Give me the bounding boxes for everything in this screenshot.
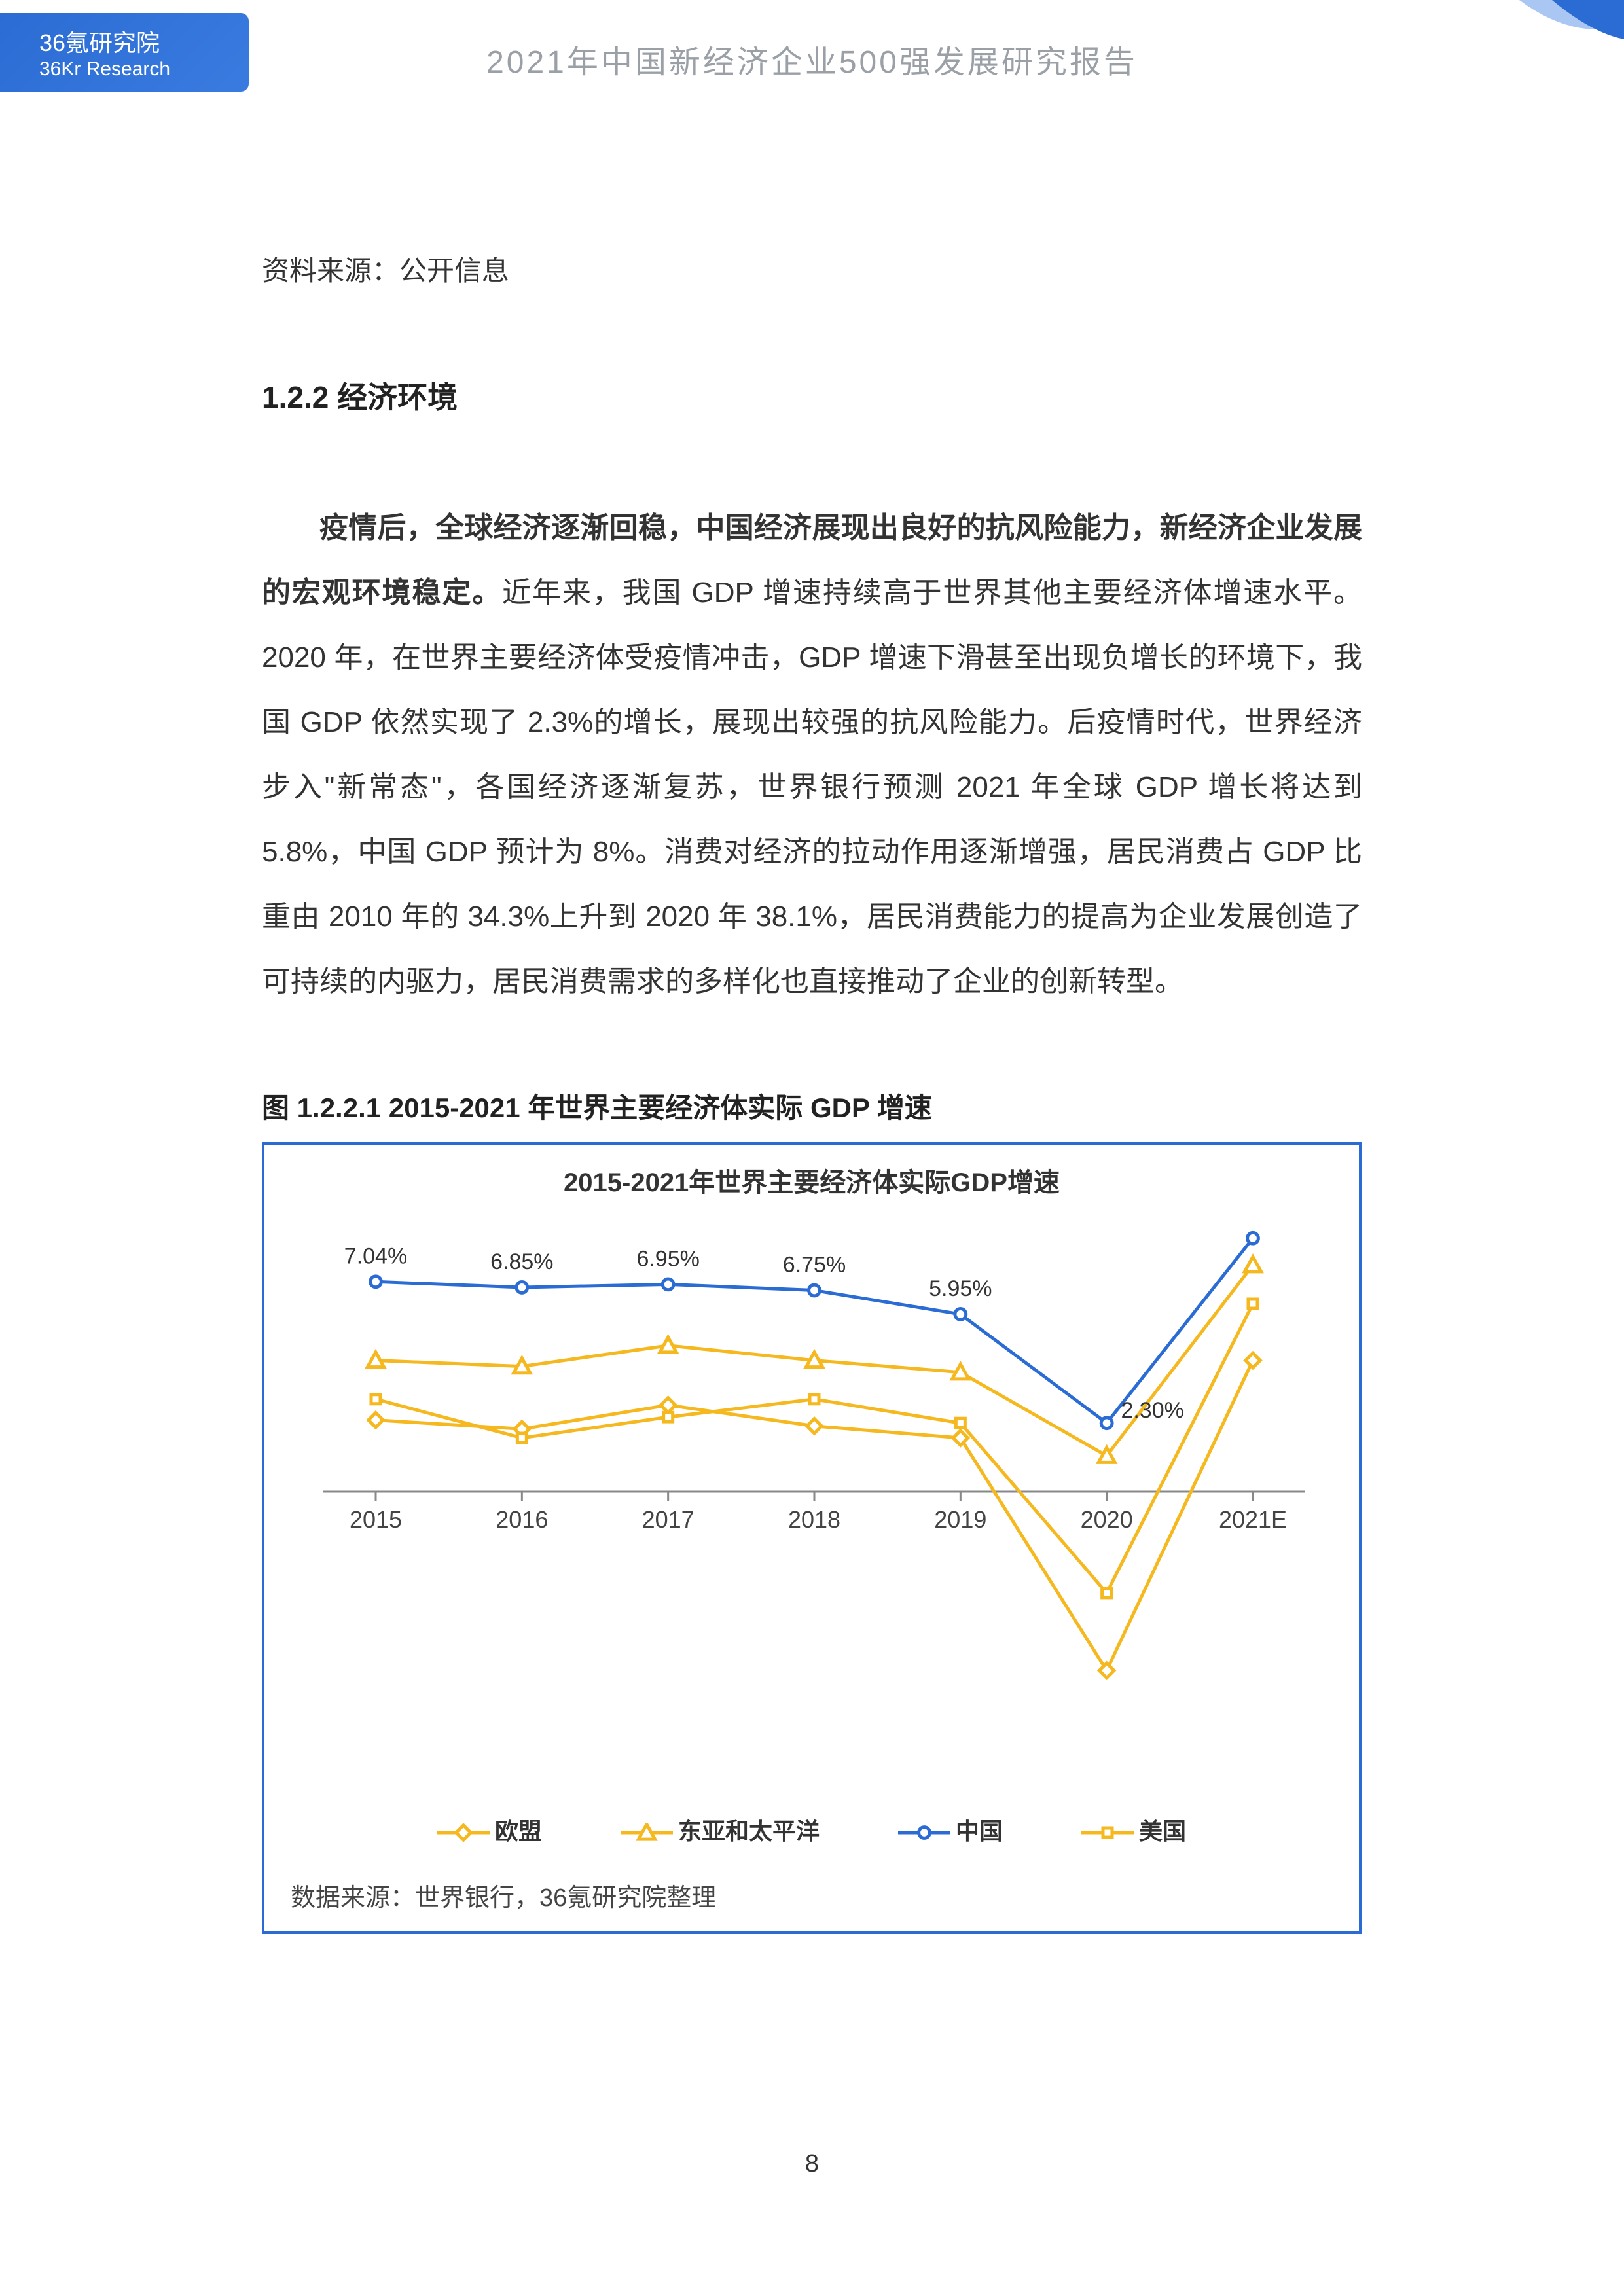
gdp-chart: 2015-2021年世界主要经济体实际GDP增速 201520162017201…	[262, 1142, 1362, 1934]
marker-us	[517, 1433, 526, 1443]
x-axis-label: 2020	[1081, 1506, 1133, 1533]
brand-en: 36Kr Research	[39, 58, 229, 81]
legend-row: 欧盟 东亚和太平洋 中国 美国	[264, 1812, 1359, 1846]
legend-item-eap: 东亚和太平洋	[621, 1812, 820, 1846]
plot-area: 2015 2016 2017 2018 2019 2020 2021E 7.04% 6.85% 6…	[323, 1223, 1305, 1760]
legend-item-us: 美国	[1081, 1812, 1186, 1846]
legend-label: 美国	[1139, 1812, 1186, 1846]
x-axis-label: 2018	[788, 1506, 840, 1533]
x-axis-label: 2017	[642, 1506, 695, 1533]
marker-china	[370, 1276, 382, 1287]
body-paragraph: 疫情后，全球经济逐渐回稳，中国经济展现出良好的抗风险能力，新经济企业发展的宏观环…	[262, 495, 1362, 1014]
content-area: 资料来源：公开信息 1.2.2 经济环境 疫情后，全球经济逐渐回稳，中国经济展现…	[0, 118, 1624, 1934]
marker-us	[371, 1395, 380, 1404]
marker-china	[1248, 1232, 1259, 1244]
data-label-china: 6.95%	[636, 1246, 699, 1271]
marker-us	[1248, 1299, 1257, 1308]
page-number: 8	[805, 2150, 819, 2178]
marker-china	[662, 1279, 674, 1290]
marker-eap	[367, 1352, 384, 1367]
body-rest: 近年来，我国 GDP 增速持续高于世界其他主要经济体增速水平。2020 年，在世…	[262, 577, 1362, 997]
section-heading: 1.2.2 经济环境	[262, 374, 1362, 417]
marker-china	[955, 1309, 966, 1320]
source-line: 资料来源：公开信息	[262, 249, 1362, 289]
x-axis-label: 2021E	[1219, 1506, 1287, 1533]
legend-label: 东亚和太平洋	[678, 1812, 820, 1846]
chart-title: 2015-2021年世界主要经济体实际GDP增速	[564, 1161, 1060, 1199]
legend-label: 欧盟	[495, 1812, 542, 1846]
brand-badge: 36氪研究院 36Kr Research	[0, 13, 249, 92]
data-label-china: 5.95%	[929, 1276, 992, 1301]
page-title: 2021年中国新经济企业500强发展研究报告	[486, 36, 1138, 82]
data-label-china: 7.04%	[344, 1244, 407, 1268]
marker-us	[810, 1395, 819, 1404]
marker-china	[516, 1282, 528, 1293]
x-axis-label: 2016	[496, 1506, 548, 1533]
data-label-china: 6.75%	[783, 1253, 846, 1278]
marker-china	[1101, 1418, 1112, 1429]
marker-eu	[369, 1412, 383, 1427]
legend-item-china: 中国	[898, 1812, 1003, 1846]
legend-label: 中国	[956, 1812, 1003, 1846]
marker-us	[956, 1418, 965, 1427]
marker-eap	[514, 1358, 530, 1373]
chart-source: 数据来源：世界银行，36氪研究院整理	[291, 1877, 716, 1913]
marker-china	[809, 1285, 820, 1296]
brand-cn: 36氪研究院	[39, 24, 229, 58]
figure-caption: 图 1.2.2.1 2015-2021 年世界主要经济体实际 GDP 增速	[262, 1086, 1362, 1126]
x-axis-label: 2019	[934, 1506, 986, 1533]
data-label-china: 2.30%	[1121, 1398, 1183, 1423]
marker-eap	[952, 1364, 969, 1379]
marker-eap	[660, 1337, 676, 1352]
legend-item-eu: 欧盟	[437, 1812, 542, 1846]
marker-eu	[1246, 1353, 1260, 1367]
marker-eu	[807, 1419, 821, 1433]
header-decoration	[1480, 0, 1624, 92]
page-header: 36氪研究院 36Kr Research 2021年中国新经济企业500强发展研…	[0, 0, 1624, 118]
marker-us	[664, 1412, 673, 1422]
x-axis-label: 2015	[350, 1506, 402, 1533]
marker-eap	[806, 1352, 822, 1367]
chart-svg: 2015 2016 2017 2018 2019 2020 2021E 7.04% 6.85% 6…	[323, 1223, 1305, 1760]
marker-us	[1102, 1588, 1111, 1598]
data-label-china: 6.85%	[490, 1249, 553, 1274]
marker-eu	[660, 1398, 675, 1412]
series-line-us	[376, 1304, 1253, 1593]
marker-eap	[1244, 1257, 1261, 1272]
